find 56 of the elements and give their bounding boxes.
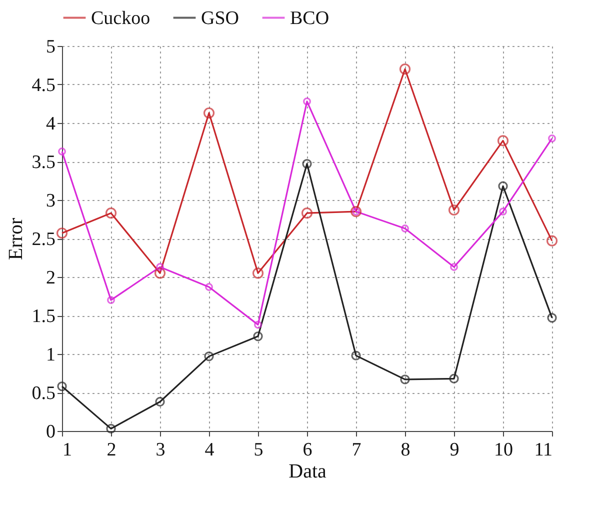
y-tick-label: 1.5 (32, 306, 56, 327)
point (155, 396, 165, 407)
point (303, 97, 311, 106)
x-tick-label: 11 (534, 440, 552, 460)
point (203, 107, 215, 119)
x-tick-label: 10 (494, 440, 513, 460)
point (499, 208, 507, 216)
y-tick-label: 4.5 (32, 75, 56, 96)
y-tick-label: 0.5 (32, 383, 56, 404)
legend-label: Cuckoo (91, 8, 150, 29)
legend-label: BCO (290, 8, 330, 29)
point (547, 312, 557, 323)
y-tick-label: 2.5 (32, 229, 56, 250)
x-tick-label: 6 (302, 440, 312, 460)
point (204, 351, 214, 362)
legend-label: GSO (201, 8, 240, 29)
point (497, 135, 509, 146)
x-tick-label: 9 (450, 440, 460, 460)
y-tick-label: 1 (46, 344, 56, 366)
point (400, 374, 410, 384)
point (301, 208, 313, 219)
point (449, 374, 459, 384)
y-axis-title: Error (4, 218, 27, 260)
point (401, 224, 409, 232)
point (107, 296, 115, 304)
point (546, 235, 558, 246)
y-tick-label: 3 (46, 190, 56, 212)
point (57, 382, 67, 392)
point (252, 268, 264, 279)
x-tick-label: 8 (400, 440, 410, 460)
point (254, 320, 262, 329)
x-axis-title: Data (288, 460, 326, 482)
x-tick-label: 1 (62, 440, 72, 460)
y-tick-label: 2 (46, 268, 56, 288)
point (448, 204, 460, 216)
point (302, 158, 312, 169)
x-tick-label: 5 (254, 440, 264, 460)
point (399, 64, 411, 75)
point (154, 268, 166, 279)
x-tick-label: 2 (106, 440, 116, 460)
y-tick-label: 5 (46, 36, 56, 58)
point (450, 263, 458, 271)
point (498, 181, 508, 191)
y-tick-label: 0 (46, 422, 56, 442)
point (205, 283, 213, 291)
point (351, 350, 361, 360)
x-tick-label: 7 (352, 440, 362, 460)
x-tick-label: 4 (204, 440, 215, 460)
y-tick-label: 4 (46, 114, 56, 134)
point (106, 424, 116, 434)
point (156, 263, 164, 271)
point (253, 331, 263, 342)
y-tick-label: 3.5 (32, 152, 56, 173)
x-tick-label: 3 (156, 440, 166, 460)
point (56, 228, 68, 239)
point (105, 208, 117, 219)
